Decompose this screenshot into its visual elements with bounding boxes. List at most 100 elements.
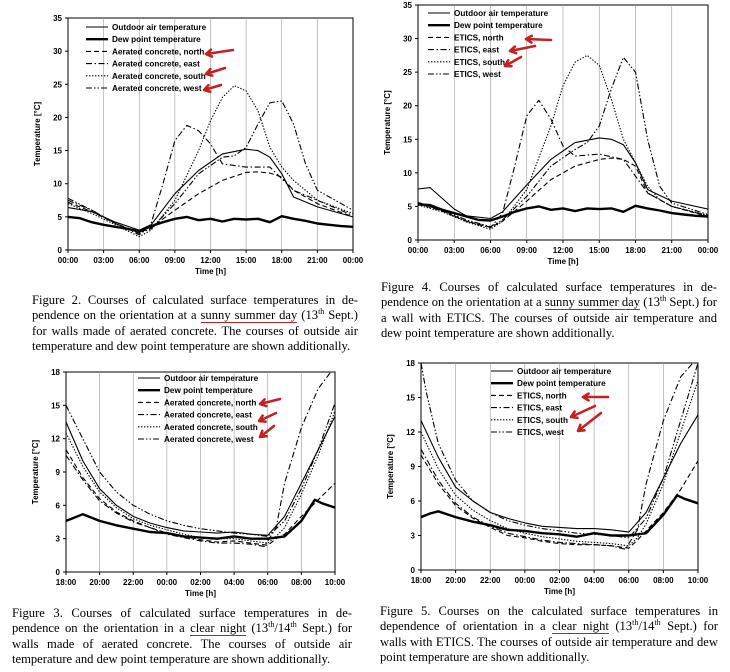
x-tick-label: 21:00 — [307, 256, 328, 265]
x-tick-label: 18:00 — [625, 246, 646, 255]
legend-entry: Aerated concrete, west — [164, 435, 254, 444]
x-tick-label: 00:00 — [58, 256, 79, 265]
y-tick-label: 9 — [56, 468, 61, 477]
series-line-2 — [421, 454, 698, 549]
series-line-0 — [68, 148, 353, 231]
x-tick-label: 15:00 — [236, 256, 257, 265]
x-tick-label: 06:00 — [480, 246, 501, 255]
caption-fig3-underlined: clear night — [190, 621, 246, 637]
series-line-4 — [68, 85, 353, 238]
caption-fig3-text: Figure 3. Courses of calculated surface … — [12, 606, 352, 636]
x-tick-label: 06:00 — [129, 256, 150, 265]
x-tick-label: 10:00 — [688, 576, 709, 585]
legend-entry: ETICS, south — [454, 58, 505, 67]
x-tick-label: 00:00 — [698, 246, 719, 255]
red-arrow-annotation — [202, 83, 223, 93]
y-tick-label: 15 — [53, 147, 62, 156]
series-line-0 — [66, 416, 335, 536]
legend-entry: Aerated concrete, east — [164, 411, 252, 420]
x-tick-label: 04:00 — [584, 576, 605, 585]
x-tick-label: 18:00 — [272, 256, 293, 265]
x-tick-label: 02:00 — [190, 578, 211, 587]
caption-fig4-date: (13 — [640, 295, 660, 310]
x-tick-label: 21:00 — [662, 246, 683, 255]
series-line-4 — [421, 380, 698, 547]
caption-fig5-date: (13 — [608, 619, 633, 634]
legend-entry: Dew point temperature — [517, 379, 606, 388]
caption-fig5-underlined: clear night — [552, 619, 609, 635]
y-tick-label: 15 — [406, 394, 415, 403]
red-arrow-annotation — [258, 424, 276, 439]
caption-fig3-date: (13 — [245, 621, 269, 636]
y-tick-label: 18 — [51, 368, 60, 377]
caption-fig4-text: Figure 4. Courses of calculated surface … — [381, 280, 717, 310]
y-tick-label: 5 — [58, 213, 63, 222]
x-tick-label: 15:00 — [589, 246, 610, 255]
x-tick-label: 03:00 — [444, 246, 465, 255]
legend-entry: Outdoor air temperature — [517, 367, 612, 376]
chart-fig5-svg: 18:00 20:00 22:00 00:00 02:00 04:00 06:00 08:00… — [386, 359, 709, 596]
legend-entry: Outdoor air temperature — [164, 374, 259, 383]
series-line-0 — [421, 414, 698, 533]
legend-entry: ETICS, north — [454, 33, 504, 42]
series-line-3 — [418, 99, 708, 229]
x-tick-label: 06:00 — [258, 578, 279, 587]
legend-entry: Aerated concrete, south — [164, 423, 258, 432]
caption-fig5-rest: Sept.) for walls with ETICS. The courses… — [380, 619, 718, 664]
series-line-1 — [421, 494, 698, 538]
series-line-3 — [68, 124, 353, 236]
chart-fig2: 00:00 03:00 06:00 09:00 12:00 15:00 18:00 21:00… — [28, 10, 364, 285]
legend-entry: Aerated concrete, east — [112, 60, 200, 69]
x-tick-label: 12:00 — [553, 246, 574, 255]
y-tick-label: 6 — [56, 501, 61, 510]
series-line-4 — [418, 54, 708, 230]
y-tick-label: 15 — [51, 401, 60, 410]
x-tick-label: 09:00 — [517, 246, 538, 255]
legend-entry: Dew point temperature — [112, 35, 201, 44]
caption-fig3-rest: Sept.) for walls made of aerated concret… — [12, 621, 353, 666]
series-line-1 — [418, 203, 708, 222]
caption-fig2-sup: th — [318, 307, 325, 317]
legend-entry: ETICS, east — [517, 404, 562, 413]
caption-fig4: Figure 4. Courses of calculated surface … — [381, 280, 717, 341]
legend-entry: Dew point temperature — [164, 386, 253, 395]
y-tick-label: 25 — [53, 80, 62, 89]
y-tick-label: 15 — [403, 135, 412, 144]
legend-entry: ETICS, east — [454, 46, 499, 55]
red-arrow-annotation — [524, 34, 553, 44]
caption-fig5-sup2: th — [654, 618, 661, 628]
y-tick-label: 35 — [403, 1, 412, 10]
y-tick-label: 0 — [411, 566, 416, 575]
red-arrow-annotation — [204, 48, 235, 58]
series-line-5 — [421, 363, 698, 539]
caption-fig3-sup: th — [268, 620, 275, 630]
x-tick-label: 18:00 — [411, 576, 432, 585]
y-tick-label: 10 — [53, 180, 62, 189]
y-tick-label: 12 — [51, 435, 60, 444]
series-line-2 — [66, 449, 335, 546]
y-tick-label: 30 — [53, 47, 62, 56]
y-tick-label: 35 — [53, 14, 62, 23]
y-tick-label: 10 — [403, 169, 412, 178]
x-axis-label: Time [h] — [548, 257, 579, 266]
x-tick-label: 09:00 — [165, 256, 186, 265]
caption-fig5-sup: th — [632, 618, 639, 628]
caption-fig4-underlined: sunny summer day — [544, 295, 641, 311]
y-tick-label: 3 — [411, 532, 416, 541]
red-arrow-annotation — [503, 55, 523, 68]
x-axis-label: Time [h] — [195, 267, 226, 276]
red-arrow-annotation — [581, 392, 610, 402]
series-line-5 — [66, 402, 335, 537]
x-axis-label: Time [h] — [185, 589, 216, 598]
series-line-3 — [66, 372, 332, 547]
red-arrow-annotation — [576, 411, 603, 433]
caption-fig5: Figure 5. Courses on the calculated surf… — [380, 604, 718, 665]
series-line-4 — [66, 410, 335, 544]
caption-fig3: Figure 3. Courses of calculated surface … — [12, 606, 352, 667]
chart-fig4-svg: 00:00 03:00 06:00 09:00 12:00 15:00 18:00 21:00… — [383, 1, 719, 266]
legend-entry: ETICS, north — [517, 391, 567, 400]
x-axis-label: Time [h] — [544, 587, 575, 596]
x-tick-label: 00:00 — [157, 578, 178, 587]
y-tick-label: 9 — [411, 463, 416, 472]
caption-fig2-date: (13 — [297, 308, 319, 323]
